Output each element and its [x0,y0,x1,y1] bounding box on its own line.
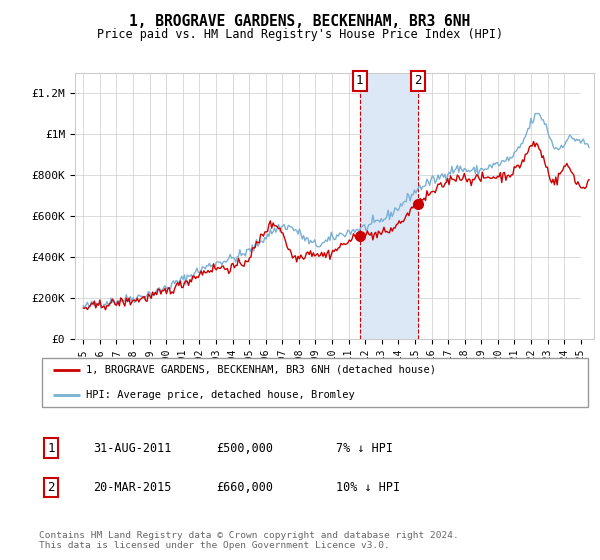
Bar [581,73,600,339]
Text: Price paid vs. HM Land Registry's House Price Index (HPI): Price paid vs. HM Land Registry's House … [97,28,503,41]
Text: 20-MAR-2015: 20-MAR-2015 [93,480,172,494]
Text: Contains HM Land Registry data © Crown copyright and database right 2024.
This d: Contains HM Land Registry data © Crown c… [39,531,459,550]
FancyBboxPatch shape [42,358,588,407]
Text: £660,000: £660,000 [216,480,273,494]
Text: 7% ↓ HPI: 7% ↓ HPI [336,441,393,455]
Text: 1: 1 [356,74,364,87]
Text: 10% ↓ HPI: 10% ↓ HPI [336,480,400,494]
Bar [359,73,418,339]
Text: 2: 2 [47,480,55,494]
Text: 31-AUG-2011: 31-AUG-2011 [93,441,172,455]
Text: 1, BROGRAVE GARDENS, BECKENHAM, BR3 6NH (detached house): 1, BROGRAVE GARDENS, BECKENHAM, BR3 6NH … [86,365,436,375]
Text: £500,000: £500,000 [216,441,273,455]
Text: 1: 1 [47,441,55,455]
Bar [581,73,600,339]
Text: HPI: Average price, detached house, Bromley: HPI: Average price, detached house, Brom… [86,390,355,400]
Text: 2: 2 [415,74,422,87]
Text: 1, BROGRAVE GARDENS, BECKENHAM, BR3 6NH: 1, BROGRAVE GARDENS, BECKENHAM, BR3 6NH [130,14,470,29]
